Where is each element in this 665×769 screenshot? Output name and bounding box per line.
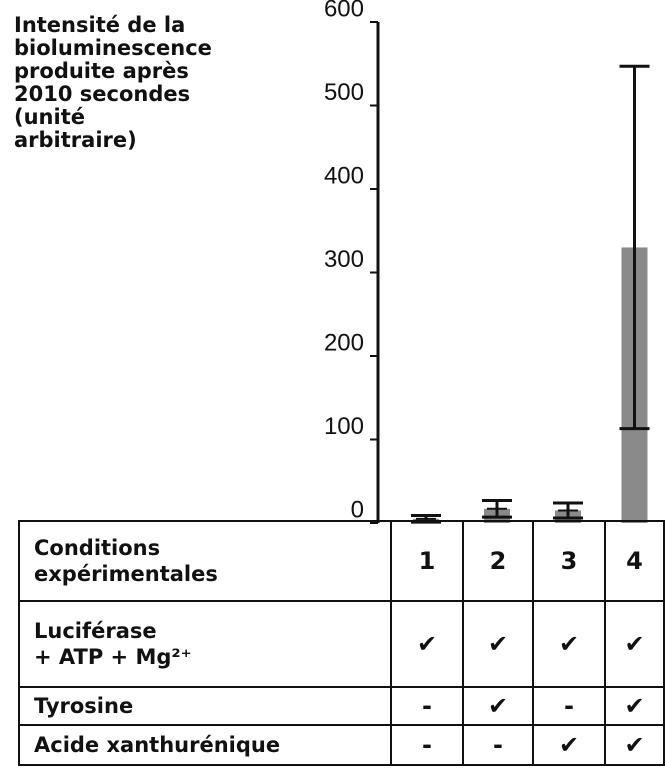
y-tick-label: 400 <box>324 162 364 189</box>
y-tick-label: 0 <box>351 496 364 523</box>
y-tick-label: 600 <box>324 0 364 22</box>
table-cell: ✔ <box>604 724 665 766</box>
row-label: Luciférase + ATP + Mg²⁺ <box>18 600 392 688</box>
column-header: 1 <box>390 520 464 602</box>
header-cell: Conditions expérimentales <box>18 520 392 602</box>
y-axis-label: produite après <box>14 59 189 83</box>
table-cell: ✔ <box>604 600 665 688</box>
table-cell: ✔ <box>532 724 606 766</box>
column-header: 3 <box>532 520 606 602</box>
column-header: 2 <box>462 520 534 602</box>
y-tick-label: 100 <box>324 413 364 440</box>
table-cell: - <box>390 686 464 726</box>
y-tick-label: 300 <box>324 246 364 273</box>
table-cell: - <box>390 724 464 766</box>
table-cell: - <box>532 686 606 726</box>
y-axis-label: 2010 secondes <box>14 82 190 106</box>
table-cell: ✔ <box>532 600 606 688</box>
row-label: Tyrosine <box>18 686 392 726</box>
cell-text: Luciférase <box>34 619 157 643</box>
y-axis-label: bioluminescence <box>14 36 212 60</box>
cell-text: Acide xanthurénique <box>34 733 281 757</box>
table-cell: ✔ <box>462 600 534 688</box>
cell-text: + ATP + Mg²⁺ <box>34 645 192 669</box>
cell-text: Conditions <box>34 536 161 560</box>
cell-text: expérimentales <box>34 562 218 586</box>
y-axis-label: (unité <box>14 105 85 129</box>
column-header: 4 <box>604 520 665 602</box>
table-cell: ✔ <box>462 686 534 726</box>
table-cell: ✔ <box>604 686 665 726</box>
y-axis-label: Intensité de la <box>14 13 185 37</box>
cell-text: Tyrosine <box>34 694 134 718</box>
y-axis-label: arbitraire) <box>14 128 137 152</box>
table-cell: ✔ <box>390 600 464 688</box>
row-label: Acide xanthurénique <box>18 724 392 766</box>
y-tick-label: 500 <box>324 79 364 106</box>
y-tick-label: 200 <box>324 329 364 356</box>
table-cell: - <box>462 724 534 766</box>
